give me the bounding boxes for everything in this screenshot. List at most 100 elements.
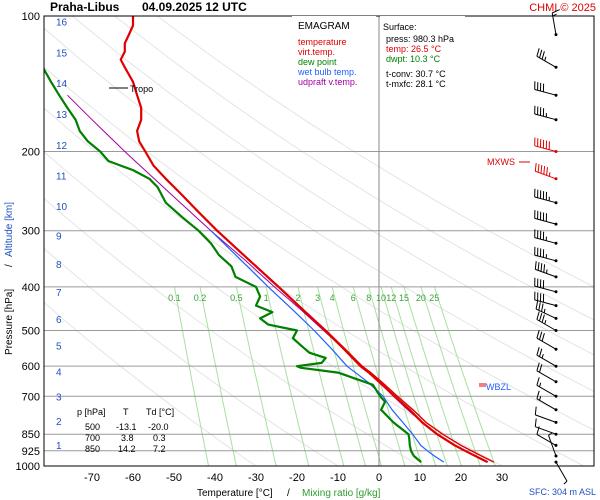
legend-wet-bulb: wet bulb temp. — [297, 67, 357, 77]
wind-barb-half-feather — [543, 308, 546, 313]
table-cell: 3.8 — [121, 433, 134, 443]
wind-barb-feather — [543, 264, 546, 273]
mixing-ratio-label: 20 — [416, 293, 426, 303]
wind-barb-station — [554, 290, 558, 294]
wind-barb-half-feather — [544, 319, 547, 325]
table-cell: 7.2 — [153, 444, 166, 454]
profiles-layer — [44, 16, 495, 464]
legend-dew-point: dew point — [298, 57, 337, 67]
pressure-tick-label: 600 — [22, 361, 40, 373]
wind-barb-feather — [539, 348, 543, 357]
mxws-label: MXWS — [487, 157, 515, 167]
table-cell: 850 — [85, 444, 100, 454]
wind-barb-staff — [536, 354, 557, 367]
wind-barb-staff — [534, 89, 557, 96]
dry-adiabat-line — [114, 16, 594, 321]
wind-barb-half-feather — [563, 480, 568, 485]
altitude-tick-label: 2 — [56, 417, 62, 428]
mixing-ratio-label: 0.1 — [168, 293, 181, 303]
altitude-tick-label: 4 — [56, 368, 62, 379]
altitude-tick-label: 7 — [56, 288, 62, 299]
wind-barb-feather — [537, 262, 540, 271]
observation-datetime: 04.09.2025 12 UTC — [142, 0, 247, 14]
wind-barb-half-feather — [539, 396, 542, 401]
table-cell: 500 — [85, 422, 100, 432]
wind-barb-feather — [536, 48, 540, 57]
temperature-line — [119, 16, 489, 464]
wind-barb-staff — [551, 12, 557, 35]
table-header-p: p [hPa] — [77, 407, 106, 417]
table-cell: 700 — [85, 433, 100, 443]
wind-barb-station — [554, 118, 558, 122]
wind-barb-feather — [536, 330, 540, 339]
x-axis-title-mixing: Mixing ratio [g/kg] — [302, 488, 381, 499]
pressure-tick-label: 300 — [22, 226, 40, 238]
wind-barb-feather — [536, 426, 540, 435]
y-axis-title: Pressure [hPa] — [4, 289, 15, 355]
wind-barb-staff — [535, 414, 557, 423]
mixing-ratio-label: 15 — [399, 293, 409, 303]
credit-label: CHMI © 2025 — [529, 2, 596, 14]
wind-barb-staff — [534, 285, 557, 293]
wind-barb-station — [554, 201, 558, 205]
wind-barb-station — [554, 150, 558, 153]
wind-barb-feather — [551, 9, 560, 14]
surface-background — [380, 16, 465, 92]
pressure-tick-label: 200 — [22, 147, 40, 159]
mixing-ratio-label: 0.5 — [230, 293, 243, 303]
wind-barb-feather — [541, 303, 544, 312]
wind-barb-half-feather — [548, 172, 551, 177]
temperature-tick-label: -50 — [166, 472, 182, 484]
wind-barb-station — [554, 222, 558, 226]
mixing-ratio-label: 6 — [351, 293, 356, 303]
wind-barb-feather — [541, 314, 545, 323]
dry-adiabat-line — [156, 16, 594, 288]
wind-barb-staff — [535, 308, 557, 319]
wind-barb-station — [554, 380, 558, 384]
wind-barb-feather — [539, 49, 543, 58]
wind-barb-staff — [536, 337, 557, 350]
tropopause-label: Tropo — [130, 84, 153, 94]
wind-barb-station — [554, 93, 558, 97]
wind-barb-staff — [536, 370, 557, 383]
level-table: p [hPa] T Td [°C] 500 -13.1 -20.0 700 3.… — [77, 407, 174, 454]
wind-barb-staff — [534, 299, 557, 307]
mixing-ratio-label: 2 — [295, 293, 300, 303]
pressure-tick-label: 700 — [22, 391, 40, 403]
wind-barb-feather — [536, 390, 540, 399]
temperature-tick-label: 20 — [455, 472, 467, 484]
wind-barb-feather — [534, 406, 537, 415]
mixing-ratio-label: 10 — [376, 293, 386, 303]
altitude-tick-label: 5 — [56, 342, 62, 353]
wind-barb-feather — [543, 166, 546, 175]
table-cell: -20.0 — [148, 422, 169, 432]
x-axis-title: Temperature [°C] — [197, 488, 273, 499]
legend-virtual-temperature: virt.temp. — [298, 47, 335, 57]
altitude-tick-label: 16 — [56, 18, 68, 29]
wind-barb-staff — [534, 113, 557, 121]
wind-barb-staff — [555, 461, 568, 482]
wind-barb-staff — [534, 145, 557, 152]
wind-barb-station — [554, 364, 558, 368]
surface-pressure: press: 980.3 hPa — [386, 34, 454, 44]
wind-barb-staff — [536, 433, 557, 446]
legend-background — [292, 16, 376, 90]
temperature-tick-label: -70 — [84, 472, 100, 484]
wind-barb-station — [554, 177, 558, 181]
dry-adiabat-line — [71, 16, 594, 356]
wind-barb-feather — [538, 302, 541, 311]
sfc-altitude-label: SFC: 304 m ASL — [529, 487, 596, 497]
mixing-ratio-label: 12 — [386, 293, 396, 303]
wind-barb-feather — [539, 331, 543, 340]
wind-barb-station — [554, 347, 558, 351]
wind-barb-station — [554, 316, 558, 320]
altitude-tick-label: 1 — [56, 441, 62, 452]
wbzl-label: WBZL — [486, 382, 511, 392]
wind-barb-station — [554, 304, 558, 308]
dew-point-line — [44, 67, 422, 463]
wind-barb-staff — [534, 196, 557, 204]
surface-dewpoint: dwpt: 10.3 °C — [386, 54, 441, 64]
wind-barb-staff — [536, 319, 557, 331]
wind-barb-feather — [535, 301, 539, 310]
